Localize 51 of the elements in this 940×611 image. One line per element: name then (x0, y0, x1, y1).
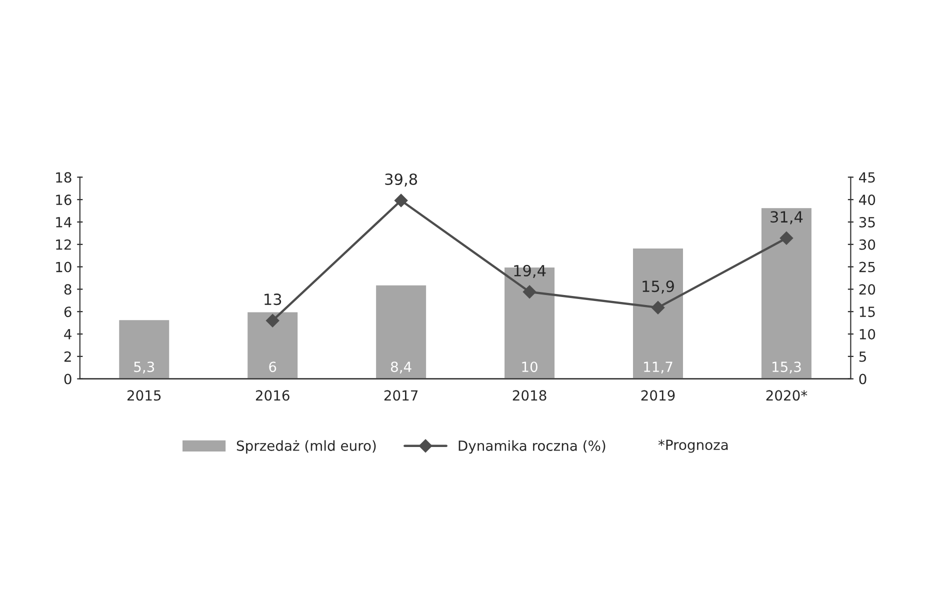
data-label: 31,4 (770, 211, 803, 224)
y-tick-label: 16 (56, 194, 72, 206)
data-label: 13 (264, 294, 282, 306)
y-tick-label: 18 (56, 172, 72, 183)
x-tick-label: 2018 (512, 390, 546, 401)
y-tick-label: 10 (56, 262, 72, 272)
x-tick-label: 2017 (384, 390, 418, 401)
y2-tick-label: 45 (859, 172, 875, 183)
data-label: 39,8 (385, 173, 418, 187)
point (780, 232, 794, 245)
y2-tick-label: 10 (860, 328, 876, 340)
data-label: 19,4 (514, 264, 546, 278)
data-label: 15,9 (642, 280, 674, 294)
y-tick-label: 6 (64, 306, 72, 318)
bar (118, 318, 171, 379)
data-label: 15,3 (772, 362, 801, 374)
data-label: 10 (522, 362, 538, 372)
data-label: 11,7 (644, 362, 672, 374)
point (522, 285, 536, 298)
y2-tick-label: 35 (859, 216, 875, 228)
y-tick-label: 0 (64, 374, 72, 384)
point (394, 194, 408, 208)
x-tick-label: 2019 (641, 390, 675, 401)
data-label: 8,4 (390, 362, 412, 374)
y-tick-label: 2 (64, 351, 71, 362)
y-tick-label: 12 (56, 239, 71, 250)
x-tick-label: 2015 (127, 390, 161, 401)
legend-label: Sprzedaż (mld euro) (236, 440, 376, 454)
bar (374, 284, 428, 379)
y-tick-label: 8 (64, 284, 72, 295)
text: *Prognoza (658, 440, 728, 453)
y2-tick-label: 30 (859, 239, 876, 250)
y2-tick-label: 25 (859, 262, 875, 272)
y2-tick-label: 5 (859, 352, 866, 362)
point (651, 300, 665, 314)
x-tick-label: 2020* (766, 390, 808, 401)
data-label: 6 (269, 362, 276, 372)
y2-tick-label: 20 (859, 284, 876, 295)
point (266, 314, 280, 328)
bar (632, 247, 684, 379)
bar (246, 310, 299, 379)
y-tick-label: 4 (64, 329, 72, 340)
y2-tick-label: 40 (859, 194, 876, 206)
y-tick-label: 14 (56, 217, 72, 228)
bar (760, 206, 813, 379)
y2-tick-label: 15 (860, 306, 875, 318)
data-label: 5,3 (134, 362, 154, 374)
y2-tick-label: 0 (859, 374, 866, 384)
legend-label: Dynamika roczna (%) (458, 440, 606, 454)
bar (503, 266, 556, 379)
x-tick-label: 2016 (256, 390, 290, 401)
